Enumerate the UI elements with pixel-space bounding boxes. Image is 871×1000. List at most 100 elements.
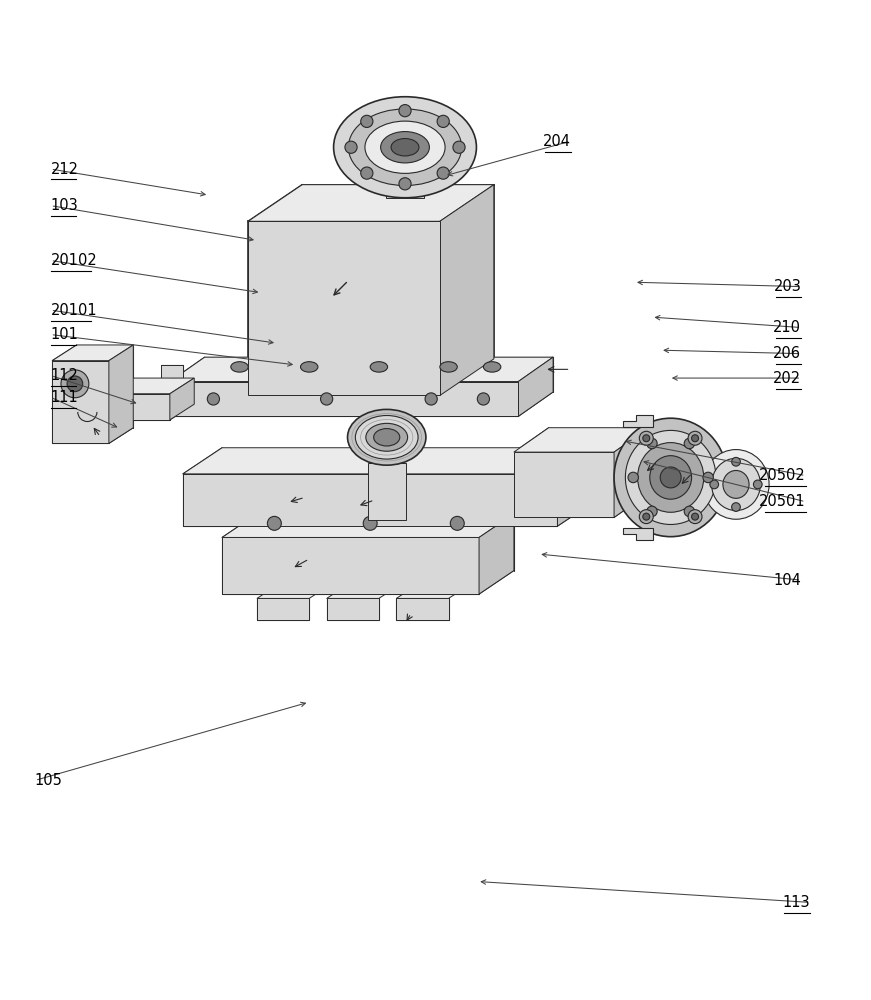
Text: 210: 210 [773,320,801,335]
Circle shape [688,431,702,445]
Ellipse shape [625,430,716,524]
Polygon shape [109,345,133,443]
Text: 112: 112 [51,368,78,383]
Ellipse shape [231,362,248,372]
Polygon shape [248,185,494,221]
Polygon shape [396,587,466,598]
Circle shape [437,167,449,179]
Polygon shape [248,221,440,395]
Circle shape [267,516,281,530]
Circle shape [425,393,437,405]
Polygon shape [87,394,170,420]
Circle shape [732,457,740,466]
Circle shape [646,438,657,449]
Text: 105: 105 [35,773,63,788]
Polygon shape [557,448,597,526]
Polygon shape [257,598,309,620]
Polygon shape [386,185,424,198]
Polygon shape [170,378,194,420]
Circle shape [692,435,699,442]
Text: 20101: 20101 [51,303,98,318]
Circle shape [643,513,650,520]
Polygon shape [623,528,653,540]
Polygon shape [623,415,653,427]
Text: 20501: 20501 [759,494,806,509]
Circle shape [628,472,638,483]
Ellipse shape [703,450,769,519]
Ellipse shape [300,362,318,372]
Circle shape [437,115,449,127]
Polygon shape [52,361,109,443]
Ellipse shape [660,467,681,488]
Polygon shape [368,463,406,520]
Polygon shape [614,428,649,517]
Polygon shape [222,537,479,594]
Circle shape [61,370,89,398]
Polygon shape [388,195,422,265]
Polygon shape [440,185,494,395]
Polygon shape [396,598,449,620]
Polygon shape [161,365,183,413]
Circle shape [67,376,83,392]
Text: 113: 113 [782,895,810,910]
Text: 20502: 20502 [759,468,806,483]
Polygon shape [170,382,518,416]
Ellipse shape [440,362,457,372]
Circle shape [643,435,650,442]
Ellipse shape [366,423,408,451]
Ellipse shape [370,362,388,372]
Polygon shape [170,357,553,382]
Polygon shape [183,448,597,474]
Ellipse shape [723,470,749,498]
Circle shape [710,480,719,489]
Polygon shape [87,378,194,394]
Circle shape [361,115,373,127]
Circle shape [363,516,377,530]
Circle shape [732,503,740,511]
Ellipse shape [348,409,426,465]
Circle shape [639,431,653,445]
Ellipse shape [712,458,760,511]
Circle shape [646,506,657,517]
Ellipse shape [650,456,692,499]
Polygon shape [257,587,327,598]
Polygon shape [518,357,553,416]
Text: 212: 212 [51,162,78,177]
Circle shape [450,516,464,530]
Circle shape [639,510,653,524]
Circle shape [685,506,695,517]
Text: 104: 104 [773,573,801,588]
Circle shape [692,513,699,520]
Text: 204: 204 [543,134,571,149]
Circle shape [345,141,357,153]
Circle shape [703,472,713,483]
Text: 206: 206 [773,346,801,361]
Polygon shape [479,514,514,594]
Ellipse shape [391,139,419,156]
Ellipse shape [374,429,400,446]
Ellipse shape [614,418,727,537]
Circle shape [399,178,411,190]
Polygon shape [514,452,614,517]
Text: 103: 103 [51,198,78,213]
Circle shape [688,510,702,524]
Circle shape [321,393,333,405]
Ellipse shape [483,362,501,372]
Polygon shape [327,598,379,620]
Circle shape [753,480,762,489]
Circle shape [207,393,219,405]
Polygon shape [222,514,514,537]
Text: 111: 111 [51,390,78,405]
Polygon shape [52,345,133,361]
Circle shape [399,105,411,117]
Ellipse shape [638,443,704,512]
Polygon shape [514,428,649,452]
Text: 101: 101 [51,327,78,342]
Circle shape [685,438,695,449]
Text: 203: 203 [773,279,801,294]
Ellipse shape [365,121,445,173]
Circle shape [361,167,373,179]
Polygon shape [327,587,396,598]
Circle shape [477,393,490,405]
Ellipse shape [334,97,476,198]
